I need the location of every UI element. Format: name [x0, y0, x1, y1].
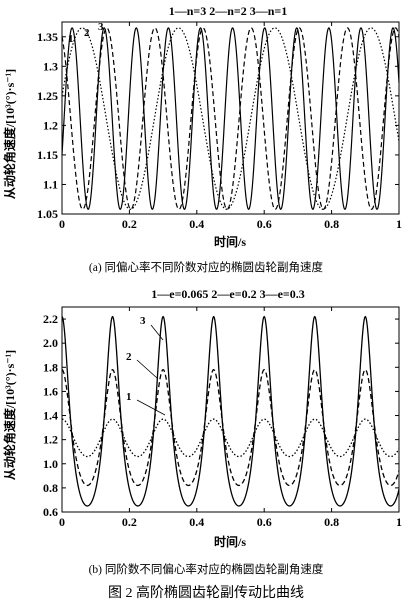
chart-b-leader-3	[150, 324, 164, 341]
chart-b-ytick-label: 1.6	[43, 384, 58, 398]
chart-a-xtick-label: 0	[59, 217, 65, 231]
chart-b-leader-1	[136, 399, 166, 416]
chart-a-xlabel: 时间/s	[214, 234, 246, 249]
chart-a-y-axis-label: 从动轮角速度/[10³(°)·s⁻¹]	[2, 69, 17, 199]
chart-b-leader-2	[136, 359, 158, 379]
chart-a-xtick-label: 0.4	[189, 217, 204, 231]
chart-b-xtick-label: 0.4	[189, 515, 204, 529]
chart-b-ytick-label: 2.0	[43, 336, 58, 350]
chart-b-ylabel: 从动轮角速度/[10³(°)·s⁻¹]	[2, 350, 17, 480]
chart-b-y-axis-label: 从动轮角速度/[10³(°)·s⁻¹]	[2, 350, 17, 480]
chart-b-ytick-label: 1.2	[43, 433, 58, 447]
chart-a-curve-label-3: 3	[98, 21, 104, 33]
chart-a-ytick-label: 1.25	[37, 89, 58, 103]
chart-a-curve-label-2: 2	[84, 27, 90, 39]
chart-b-xtick-label: 1	[396, 515, 402, 529]
chart-a-curve-label-1: 1	[68, 33, 74, 45]
chart-b-series-line-2	[61, 369, 400, 487]
figure-caption: 图 2 高阶椭圆齿轮副传动比曲线	[108, 584, 304, 601]
chart-b-curve-label-3: 3	[140, 315, 146, 327]
chart-a-legend: 1—n=3 2—n=2 3—n=1	[169, 4, 288, 18]
chart-b-ytick-label: 0.8	[43, 481, 58, 495]
chart-b-curve-label-2: 2	[126, 351, 132, 363]
chart-b-curve-label-1: 1	[126, 391, 132, 403]
chart-b-ytick-label: 1.8	[43, 360, 58, 374]
chart-a-ticks: 0 0.2 0.4 0.6 0.8 1 1.05 1.1 1.15 1.2 1.25 1.3 1.35	[37, 22, 402, 231]
chart-a-series-line-2	[61, 27, 400, 210]
chart-a-ytick-label: 1.15	[37, 148, 58, 162]
chart-b-series	[61, 315, 400, 507]
chart-b-xtick-label: 0	[59, 515, 65, 529]
chart-a-series-line-1	[61, 27, 400, 210]
chart-a-xtick-label: 0.8	[324, 217, 339, 231]
chart-a-ylabel: 从动轮角速度/[10³(°)·s⁻¹]	[2, 69, 17, 199]
chart-a-xtick-label: 0.6	[257, 217, 272, 231]
chart-b: 1—e=0.065 2—e=0.2 3—e=0.3 从动轮角速度/[10³(°)…	[2, 287, 402, 576]
chart-b-caption: (b) 同阶数不同偏心率对应的椭圆齿轮副角速度	[89, 562, 324, 576]
chart-a-xtick-label: 1	[396, 217, 402, 231]
chart-a: 1—n=3 2—n=2 3—n=1 从动轮角速度/[10³(°)·s⁻¹] 1 …	[2, 4, 402, 274]
chart-b-xtick-label: 0.6	[257, 515, 272, 529]
chart-a-xtick-label: 0.2	[122, 217, 137, 231]
chart-a-ytick-label: 1.2	[43, 118, 58, 132]
chart-b-curve-labels: 3 2 1	[126, 315, 146, 403]
chart-b-xtick-label: 0.2	[122, 515, 137, 529]
chart-a-ytick-label: 1.3	[43, 59, 58, 73]
chart-b-ytick-label: 0.6	[43, 505, 58, 519]
chart-b-legend: 1—e=0.065 2—e=0.2 3—e=0.3	[151, 287, 305, 301]
chart-b-ticks: 0 0.2 0.4 0.6 0.8 1 0.6 0.8 1.0 1.2 1.4 1.6 1.8 2.0 2.…	[43, 307, 402, 529]
chart-a-caption: (a) 同偏心率不同阶数对应的椭圆齿轮副角速度	[89, 260, 324, 274]
chart-a-series	[61, 27, 400, 210]
chart-b-ytick-label: 1.4	[43, 409, 58, 423]
chart-b-series-line-3	[61, 315, 400, 507]
chart-b-xlabel: 时间/s	[214, 534, 246, 549]
chart-b-xtick-label: 0.8	[324, 515, 339, 529]
chart-b-series-line-1	[61, 418, 400, 458]
chart-b-ytick-label: 1.0	[43, 457, 58, 471]
chart-b-leaders	[136, 324, 166, 416]
chart-a-ytick-label: 1.05	[37, 207, 58, 221]
chart-a-curve-labels: 1 2 3	[68, 21, 104, 45]
chart-a-ytick-label: 1.35	[37, 30, 58, 44]
chart-a-ytick-label: 1.1	[43, 177, 58, 191]
chart-b-frame	[61, 306, 400, 513]
chart-b-ytick-label: 2.2	[43, 312, 58, 326]
chart-a-frame	[61, 21, 400, 215]
